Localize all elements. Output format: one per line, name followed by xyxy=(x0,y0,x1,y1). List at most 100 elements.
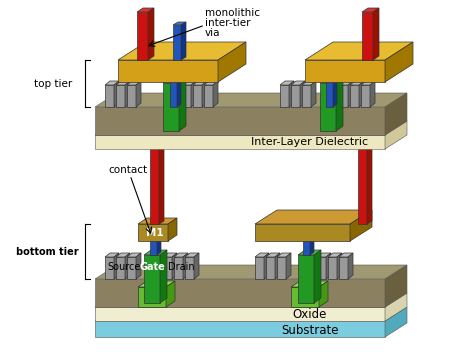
Polygon shape xyxy=(218,42,246,82)
Polygon shape xyxy=(95,93,407,107)
Polygon shape xyxy=(150,238,161,241)
Polygon shape xyxy=(127,85,136,107)
Text: via: via xyxy=(205,28,220,38)
Polygon shape xyxy=(385,121,407,149)
Polygon shape xyxy=(358,146,372,149)
Polygon shape xyxy=(350,81,364,85)
Polygon shape xyxy=(350,85,359,107)
Polygon shape xyxy=(350,210,372,241)
Polygon shape xyxy=(95,121,407,135)
Polygon shape xyxy=(319,281,328,307)
Polygon shape xyxy=(362,8,379,12)
Polygon shape xyxy=(185,253,199,257)
Polygon shape xyxy=(163,78,186,83)
Polygon shape xyxy=(361,85,370,107)
Polygon shape xyxy=(348,253,353,279)
Polygon shape xyxy=(193,81,207,85)
Text: bottom tier: bottom tier xyxy=(16,247,78,257)
Polygon shape xyxy=(136,253,141,279)
Polygon shape xyxy=(302,85,311,107)
Polygon shape xyxy=(337,253,342,279)
Polygon shape xyxy=(328,257,337,279)
Polygon shape xyxy=(95,265,407,279)
Polygon shape xyxy=(185,257,194,279)
Polygon shape xyxy=(255,224,350,241)
Polygon shape xyxy=(317,257,326,279)
Polygon shape xyxy=(305,42,413,60)
Polygon shape xyxy=(148,8,154,60)
Polygon shape xyxy=(303,238,314,241)
Polygon shape xyxy=(305,60,385,82)
Polygon shape xyxy=(114,81,119,107)
Polygon shape xyxy=(339,81,353,85)
Polygon shape xyxy=(362,12,373,60)
Text: M1: M1 xyxy=(146,228,164,238)
Polygon shape xyxy=(166,281,175,307)
Polygon shape xyxy=(163,253,177,257)
Polygon shape xyxy=(359,81,364,107)
Polygon shape xyxy=(385,93,407,135)
Polygon shape xyxy=(291,85,300,107)
Polygon shape xyxy=(95,107,385,135)
Polygon shape xyxy=(326,82,333,107)
Polygon shape xyxy=(385,293,407,321)
Polygon shape xyxy=(275,253,280,279)
Polygon shape xyxy=(348,81,353,107)
Polygon shape xyxy=(150,146,164,149)
Polygon shape xyxy=(303,241,310,255)
Polygon shape xyxy=(116,85,125,107)
Polygon shape xyxy=(358,149,367,224)
Polygon shape xyxy=(298,250,321,255)
Polygon shape xyxy=(385,307,407,337)
Polygon shape xyxy=(310,238,314,255)
Text: Inter-Layer Dielectric: Inter-Layer Dielectric xyxy=(251,137,369,147)
Polygon shape xyxy=(370,81,375,107)
Polygon shape xyxy=(95,293,407,307)
Polygon shape xyxy=(170,82,177,107)
Polygon shape xyxy=(280,85,289,107)
Polygon shape xyxy=(291,287,319,307)
Polygon shape xyxy=(144,250,167,255)
Polygon shape xyxy=(138,281,175,287)
Polygon shape xyxy=(118,42,246,60)
Polygon shape xyxy=(277,253,291,257)
Polygon shape xyxy=(191,81,196,107)
Text: contact: contact xyxy=(108,165,147,175)
Polygon shape xyxy=(300,81,305,107)
Polygon shape xyxy=(320,83,336,131)
Polygon shape xyxy=(202,81,207,107)
Polygon shape xyxy=(173,22,186,25)
Polygon shape xyxy=(157,238,161,255)
Polygon shape xyxy=(174,253,188,257)
Polygon shape xyxy=(138,224,168,241)
Polygon shape xyxy=(255,257,264,279)
Polygon shape xyxy=(137,8,154,12)
Polygon shape xyxy=(144,255,160,303)
Polygon shape xyxy=(125,253,130,279)
Polygon shape xyxy=(114,253,119,279)
Text: Source: Source xyxy=(107,262,141,272)
Polygon shape xyxy=(193,85,202,107)
Polygon shape xyxy=(137,12,148,60)
Text: top tier: top tier xyxy=(34,79,72,89)
Polygon shape xyxy=(125,81,130,107)
Polygon shape xyxy=(172,253,177,279)
Polygon shape xyxy=(286,253,291,279)
Polygon shape xyxy=(361,81,375,85)
Polygon shape xyxy=(255,253,269,257)
Polygon shape xyxy=(95,279,385,307)
Polygon shape xyxy=(385,42,413,82)
Polygon shape xyxy=(136,81,141,107)
Polygon shape xyxy=(150,149,159,224)
Polygon shape xyxy=(311,81,316,107)
Polygon shape xyxy=(277,257,286,279)
Polygon shape xyxy=(105,85,114,107)
Text: inter-tier: inter-tier xyxy=(205,18,250,28)
Polygon shape xyxy=(302,81,316,85)
Polygon shape xyxy=(174,257,183,279)
Polygon shape xyxy=(116,253,130,257)
Polygon shape xyxy=(317,253,331,257)
Polygon shape xyxy=(95,321,385,337)
Text: Gate: Gate xyxy=(139,262,165,272)
Polygon shape xyxy=(116,81,130,85)
